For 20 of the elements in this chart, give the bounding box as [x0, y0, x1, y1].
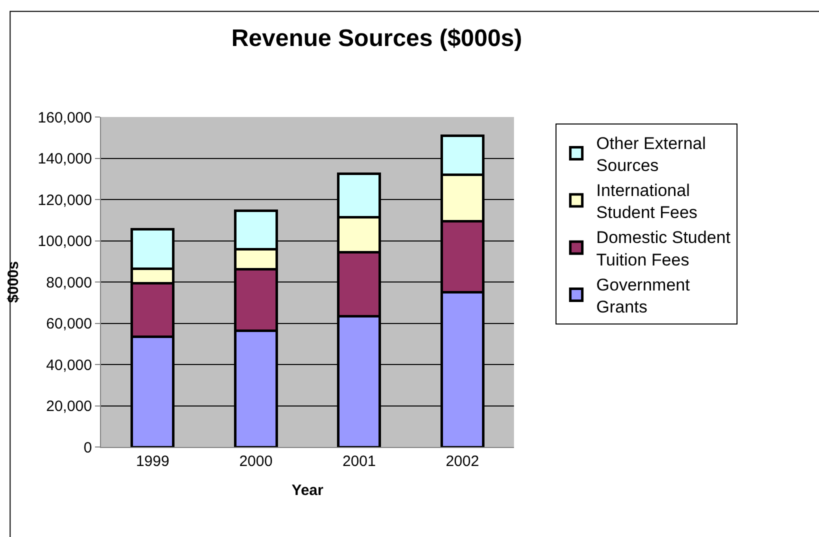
- y-tick-label: 100,000: [38, 233, 92, 250]
- legend-label: Other External Sources: [596, 134, 706, 175]
- y-tick-label: 140,000: [38, 150, 92, 168]
- y-tick-label: 40,000: [46, 356, 92, 374]
- legend-label: International Student Fees: [596, 180, 698, 222]
- legend-label: Domestic Student Tuition Fees: [596, 228, 731, 270]
- y-axis-title: $000s: [5, 261, 22, 303]
- x-tick-label: 2001: [342, 453, 376, 470]
- x-tick-label: 2000: [239, 453, 273, 470]
- x-axis-title: Year: [292, 482, 324, 499]
- y-tick-label: 20,000: [46, 398, 92, 415]
- y-tick-label: 80,000: [46, 274, 92, 292]
- x-tick-label: 2002: [446, 453, 480, 470]
- y-tick-label: 0: [84, 439, 92, 456]
- y-tick-label: 120,000: [38, 192, 92, 209]
- y-tick-label: 60,000: [46, 316, 92, 332]
- y-tick-label: 160,000: [38, 109, 92, 126]
- chart-title: Revenue Sources ($000s): [231, 24, 522, 52]
- legend-label: Government Grants: [596, 275, 690, 316]
- x-tick-label: 1999: [136, 453, 170, 470]
